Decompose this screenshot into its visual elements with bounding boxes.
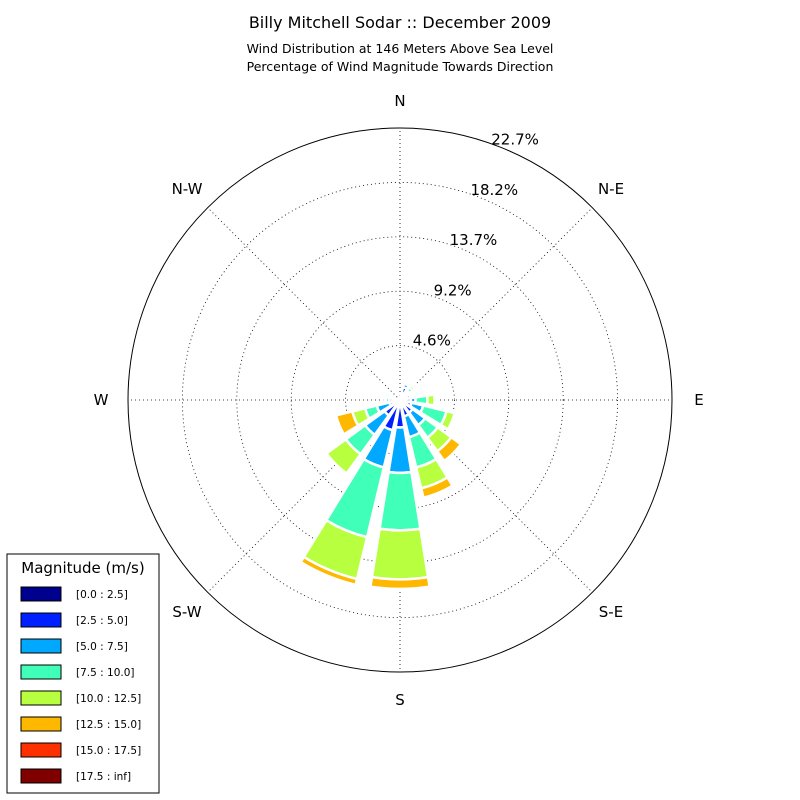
legend-label-0: [0.0 : 2.5]	[76, 589, 128, 601]
legend-swatch-3	[20, 664, 62, 680]
chart-subtitle-line-1: Wind Distribution at 146 Meters Above Se…	[247, 41, 554, 56]
ring-label-3: 18.2%	[470, 181, 518, 199]
legend-swatch-5	[20, 716, 62, 732]
wind-bar-dir6-bin5	[419, 475, 455, 500]
grid-spoke-7	[207, 207, 401, 401]
wind-bar-dir7-bin5	[369, 575, 431, 591]
axis-labels: N N-E E S-E S S-W W N-W 4.6% 9.2% 13.7% 18.2% 22.7%	[94, 92, 704, 709]
grid-ring-1	[290, 290, 510, 510]
legend-label-3: [7.5 : 10.0]	[76, 667, 134, 679]
direction-label-3: S-E	[599, 603, 623, 621]
grid-ring-0	[345, 345, 455, 455]
direction-label-7: N-W	[172, 180, 203, 198]
direction-label-1: N-E	[598, 180, 624, 198]
legend-swatch-4	[20, 690, 62, 706]
wind-bar-dir11-bin4	[383, 396, 388, 404]
wind-bar-dir1-bin5	[409, 381, 419, 391]
legend-label-5: [12.5 : 15.0]	[76, 719, 141, 731]
direction-label-6: W	[94, 391, 109, 409]
outer-ring	[127, 127, 673, 673]
wind-bars	[298, 376, 463, 591]
chart-title: Billy Mitchell Sodar :: December 2009	[249, 13, 551, 32]
legend-swatch-0	[20, 586, 62, 602]
wind-bar-dir4-bin5	[446, 411, 459, 433]
wind-bar-dir9-bin4	[324, 437, 363, 476]
wind-bar-dir7-bin4	[370, 527, 430, 581]
ring-label-2: 13.7%	[450, 231, 498, 249]
wind-bar-dir5-bin5	[435, 435, 463, 463]
legend: Magnitude (m/s) [0.0 : 2.5] [2.5 : 5.0] [5…	[6, 553, 160, 794]
ring-label-0: 4.6%	[413, 332, 451, 350]
chart-subtitle-line-2: Percentage of Wind Magnitude Towards Dir…	[247, 59, 554, 74]
grid-spoke-3	[399, 399, 593, 593]
ring-label-4: 22.7%	[491, 131, 539, 149]
ring-label-1: 9.2%	[434, 281, 472, 299]
grid-ring-3	[181, 181, 619, 619]
direction-label-4: S	[395, 691, 405, 709]
direction-label-2: E	[694, 391, 703, 409]
legend-swatch-2	[20, 638, 62, 654]
wind-bar-dir8-bin5	[298, 555, 359, 587]
legend-label-6: [15.0 : 17.5]	[76, 745, 141, 757]
legend-swatch-7	[20, 768, 62, 784]
legend-label-7: [17.5 : inf]	[76, 771, 131, 783]
legend-swatch-6	[20, 742, 62, 758]
wind-bar-dir10-bin5	[334, 409, 360, 437]
legend-label-1: [2.5 : 5.0]	[76, 615, 128, 627]
grid-spoke-5	[207, 399, 401, 593]
direction-label-0: N	[394, 92, 405, 110]
legend-swatch-1	[20, 612, 62, 628]
legend-label-4: [10.0 : 12.5]	[76, 693, 141, 705]
wind-bar-dir7-bin3	[378, 470, 422, 532]
wind-bar-dir3-bin5	[432, 392, 439, 408]
wind-bar-dir0-bin5	[403, 376, 414, 385]
grid-spoke-1	[399, 207, 593, 401]
wind-bar-dir2-bin5	[412, 388, 421, 398]
legend-title: Magnitude (m/s)	[21, 559, 144, 577]
direction-label-5: S-W	[172, 603, 201, 621]
legend-label-2: [5.0 : 7.5]	[76, 641, 128, 653]
